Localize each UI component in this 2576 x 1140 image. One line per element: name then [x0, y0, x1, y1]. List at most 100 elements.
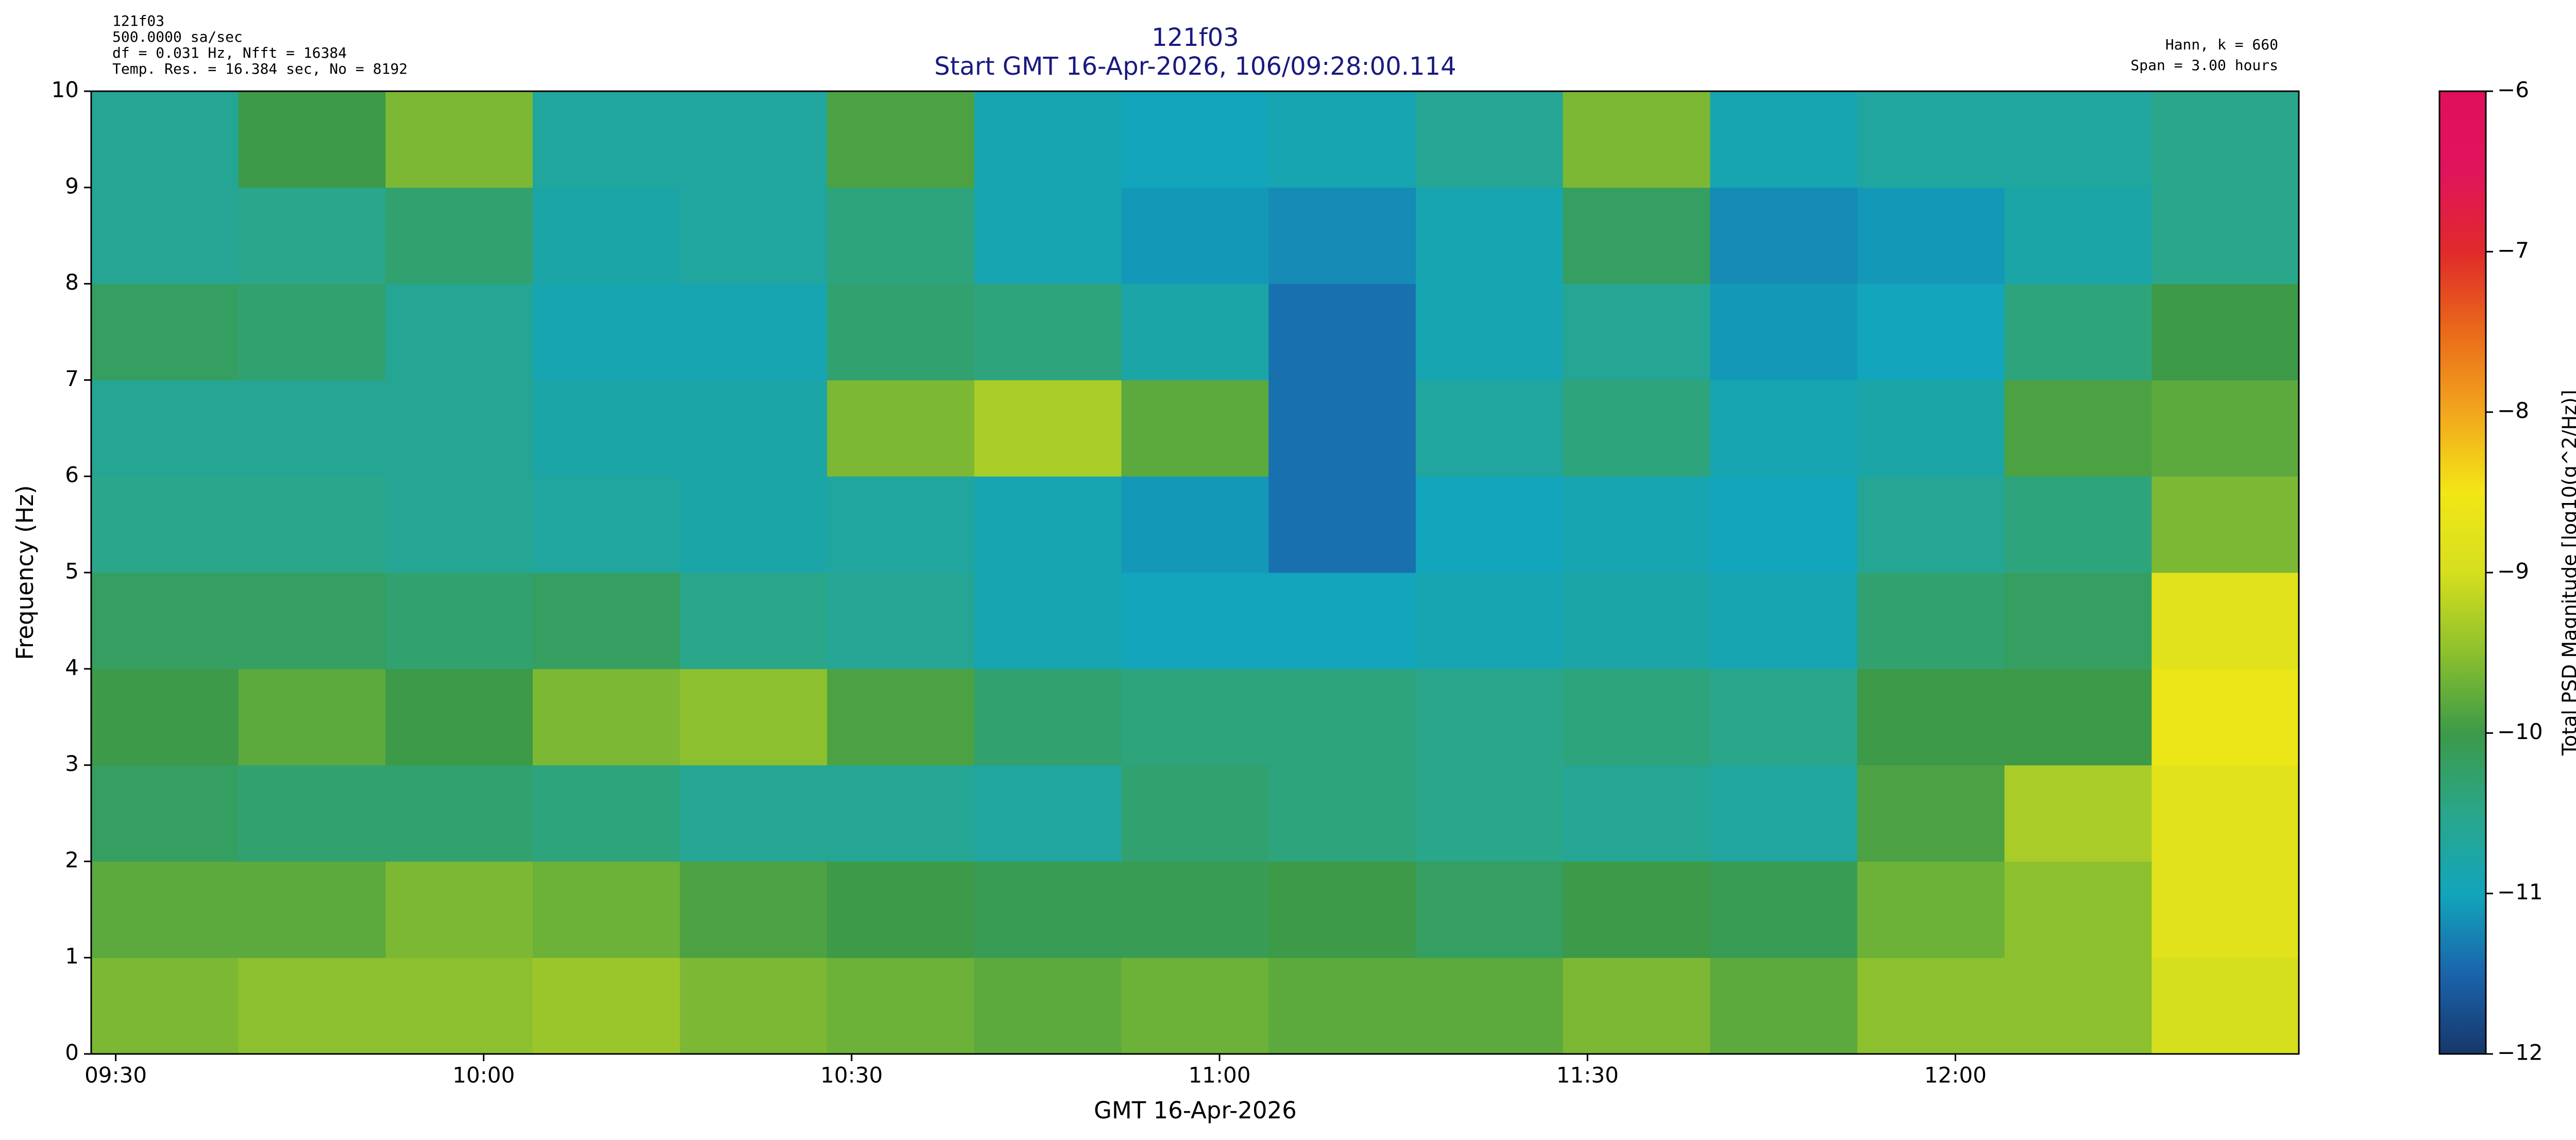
- heatmap-cell: [1416, 958, 1564, 1054]
- heatmap-cell: [385, 573, 533, 669]
- heatmap-cell: [1857, 91, 2005, 188]
- heatmap-cell: [533, 91, 681, 188]
- y-tick-label: 6: [65, 462, 79, 488]
- y-tick-label: 9: [65, 173, 79, 198]
- heatmap-cell: [974, 476, 1122, 573]
- heatmap-cell: [91, 668, 239, 766]
- heatmap-cell: [827, 861, 975, 958]
- heatmap-cell: [533, 187, 681, 284]
- heatmap-cell: [1563, 765, 1710, 862]
- heatmap-cell: [2151, 958, 2299, 1054]
- heatmap-cell: [1563, 861, 1710, 958]
- heatmap-cell: [2151, 476, 2299, 573]
- heatmap-cell: [1563, 187, 1710, 284]
- heatmap-cell: [1268, 861, 1416, 958]
- heatmap-cell: [2151, 91, 2299, 188]
- info-text: Hann, k = 660: [2165, 36, 2278, 53]
- colorbar: [2438, 90, 2487, 1055]
- heatmap-cell: [1121, 91, 1269, 188]
- heatmap-cell: [1563, 668, 1710, 766]
- heatmap-cell: [680, 765, 827, 862]
- x-axis-label: GMT 16-Apr-2026: [1094, 1097, 1297, 1124]
- colorbar-tick-label: −6: [2497, 77, 2529, 103]
- heatmap-cell: [533, 765, 681, 862]
- heatmap-cell: [2151, 283, 2299, 380]
- y-tick-label: 4: [65, 655, 79, 680]
- heatmap-cell: [1268, 91, 1416, 188]
- heatmap-cell: [974, 861, 1122, 958]
- info-text: 500.0000 sa/sec: [112, 28, 243, 45]
- info-text: Span = 3.00 hours: [2130, 57, 2278, 74]
- heatmap-cell: [1416, 283, 1564, 380]
- heatmap-cell: [238, 573, 386, 669]
- heatmap-cell: [238, 283, 386, 380]
- heatmap-cell: [2151, 861, 2299, 958]
- heatmap-cell: [1268, 765, 1416, 862]
- heatmap-cell: [1563, 573, 1710, 669]
- heatmap-cell: [1416, 573, 1564, 669]
- heatmap-cell: [1710, 765, 1858, 862]
- heatmap-cell: [385, 765, 533, 862]
- heatmap-cell: [91, 91, 239, 188]
- heatmap-cell: [91, 283, 239, 380]
- y-tick-label: 8: [65, 270, 79, 295]
- heatmap-cell: [385, 187, 533, 284]
- x-tick-label: 12:00: [1924, 1063, 1987, 1088]
- heatmap-cell: [2004, 958, 2152, 1054]
- heatmap-cell: [1416, 861, 1564, 958]
- y-tick-label: 7: [65, 366, 79, 391]
- heatmap-cell: [1710, 958, 1858, 1054]
- heatmap-cell: [1268, 283, 1416, 380]
- heatmap-cell: [238, 187, 386, 284]
- colorbar-tick-label: −12: [2497, 1040, 2543, 1065]
- colorbar-tick-label: −11: [2497, 879, 2543, 904]
- heatmap-cell: [827, 765, 975, 862]
- heatmap-cell: [1268, 668, 1416, 766]
- y-tick-label: 3: [65, 751, 79, 776]
- heatmap-cell: [1416, 765, 1564, 862]
- heatmap-cell: [1563, 91, 1710, 188]
- heatmap-cell: [974, 573, 1122, 669]
- heatmap-cell: [827, 91, 975, 188]
- heatmap-cell: [1121, 380, 1269, 477]
- heatmap-cell: [1268, 380, 1416, 477]
- heatmap-cell: [2004, 573, 2152, 669]
- heatmap-cell: [1857, 958, 2005, 1054]
- heatmap-cell: [238, 861, 386, 958]
- heatmap-cell: [533, 861, 681, 958]
- heatmap-cell: [1857, 861, 2005, 958]
- heatmap-cell: [91, 380, 239, 477]
- heatmap-cell: [1121, 668, 1269, 766]
- heatmap-cell: [1563, 380, 1710, 477]
- heatmap-cell: [680, 668, 827, 766]
- heatmap-cell: [1710, 861, 1858, 958]
- heatmap-cell: [1121, 476, 1269, 573]
- colorbar-label: Total PSD Magnitude [log10(g^2/Hz)]: [2558, 390, 2576, 756]
- heatmap-cell: [2151, 765, 2299, 862]
- heatmap-cell: [238, 380, 386, 477]
- y-axis-label: Frequency (Hz): [11, 485, 39, 660]
- heatmap-cell: [533, 283, 681, 380]
- heatmap-cell: [1268, 958, 1416, 1054]
- heatmap-cell: [680, 91, 827, 188]
- heatmap-cell: [1710, 91, 1858, 188]
- heatmap-cell: [2004, 380, 2152, 477]
- heatmap-cell: [533, 958, 681, 1054]
- colorbar-tick-label: −10: [2497, 719, 2543, 744]
- heatmap-cell: [974, 91, 1122, 188]
- heatmap-cell: [974, 187, 1122, 284]
- y-tick-label: 2: [65, 847, 79, 873]
- heatmap-cell: [974, 283, 1122, 380]
- heatmap-cell: [1121, 187, 1269, 284]
- heatmap-cell: [974, 668, 1122, 766]
- heatmap-cell: [974, 765, 1122, 862]
- heatmap-cell: [1857, 283, 2005, 380]
- heatmap-cell: [385, 668, 533, 766]
- heatmap-cell: [974, 958, 1122, 1054]
- heatmap-cell: [1857, 380, 2005, 477]
- heatmap-cell: [533, 476, 681, 573]
- heatmap-cell: [1268, 573, 1416, 669]
- heatmap-cell: [827, 187, 975, 284]
- heatmap-cell: [2004, 91, 2152, 188]
- heatmap-cell: [2004, 861, 2152, 958]
